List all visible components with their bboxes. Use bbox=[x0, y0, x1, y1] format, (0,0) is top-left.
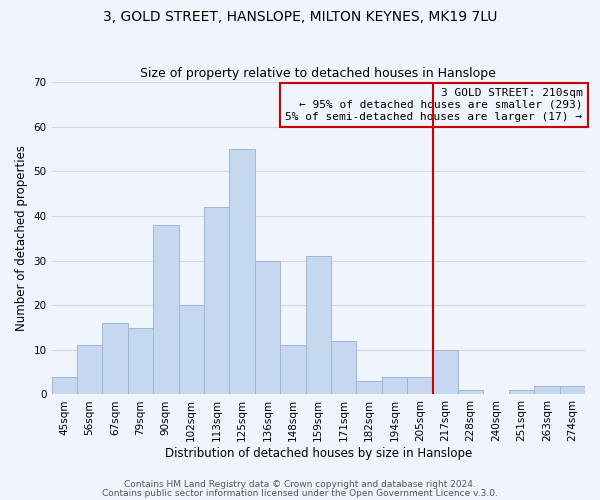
Y-axis label: Number of detached properties: Number of detached properties bbox=[15, 146, 28, 332]
Bar bbox=[128, 328, 153, 394]
Bar bbox=[153, 225, 179, 394]
Bar bbox=[255, 260, 280, 394]
Title: Size of property relative to detached houses in Hanslope: Size of property relative to detached ho… bbox=[140, 66, 496, 80]
Bar bbox=[52, 376, 77, 394]
X-axis label: Distribution of detached houses by size in Hanslope: Distribution of detached houses by size … bbox=[164, 447, 472, 460]
Bar bbox=[77, 346, 103, 395]
Bar bbox=[331, 341, 356, 394]
Bar bbox=[534, 386, 560, 394]
Bar bbox=[280, 346, 305, 395]
Bar bbox=[433, 350, 458, 395]
Bar bbox=[458, 390, 484, 394]
Bar bbox=[356, 381, 382, 394]
Text: Contains HM Land Registry data © Crown copyright and database right 2024.: Contains HM Land Registry data © Crown c… bbox=[124, 480, 476, 489]
Text: 3, GOLD STREET, HANSLOPE, MILTON KEYNES, MK19 7LU: 3, GOLD STREET, HANSLOPE, MILTON KEYNES,… bbox=[103, 10, 497, 24]
Bar bbox=[382, 376, 407, 394]
Bar bbox=[560, 386, 585, 394]
Text: 3 GOLD STREET: 210sqm
← 95% of detached houses are smaller (293)
5% of semi-deta: 3 GOLD STREET: 210sqm ← 95% of detached … bbox=[286, 88, 583, 122]
Bar bbox=[103, 323, 128, 394]
Text: Contains public sector information licensed under the Open Government Licence v.: Contains public sector information licen… bbox=[102, 488, 498, 498]
Bar bbox=[204, 207, 229, 394]
Bar bbox=[305, 256, 331, 394]
Bar bbox=[229, 149, 255, 394]
Bar bbox=[509, 390, 534, 394]
Bar bbox=[407, 376, 433, 394]
Bar bbox=[179, 305, 204, 394]
